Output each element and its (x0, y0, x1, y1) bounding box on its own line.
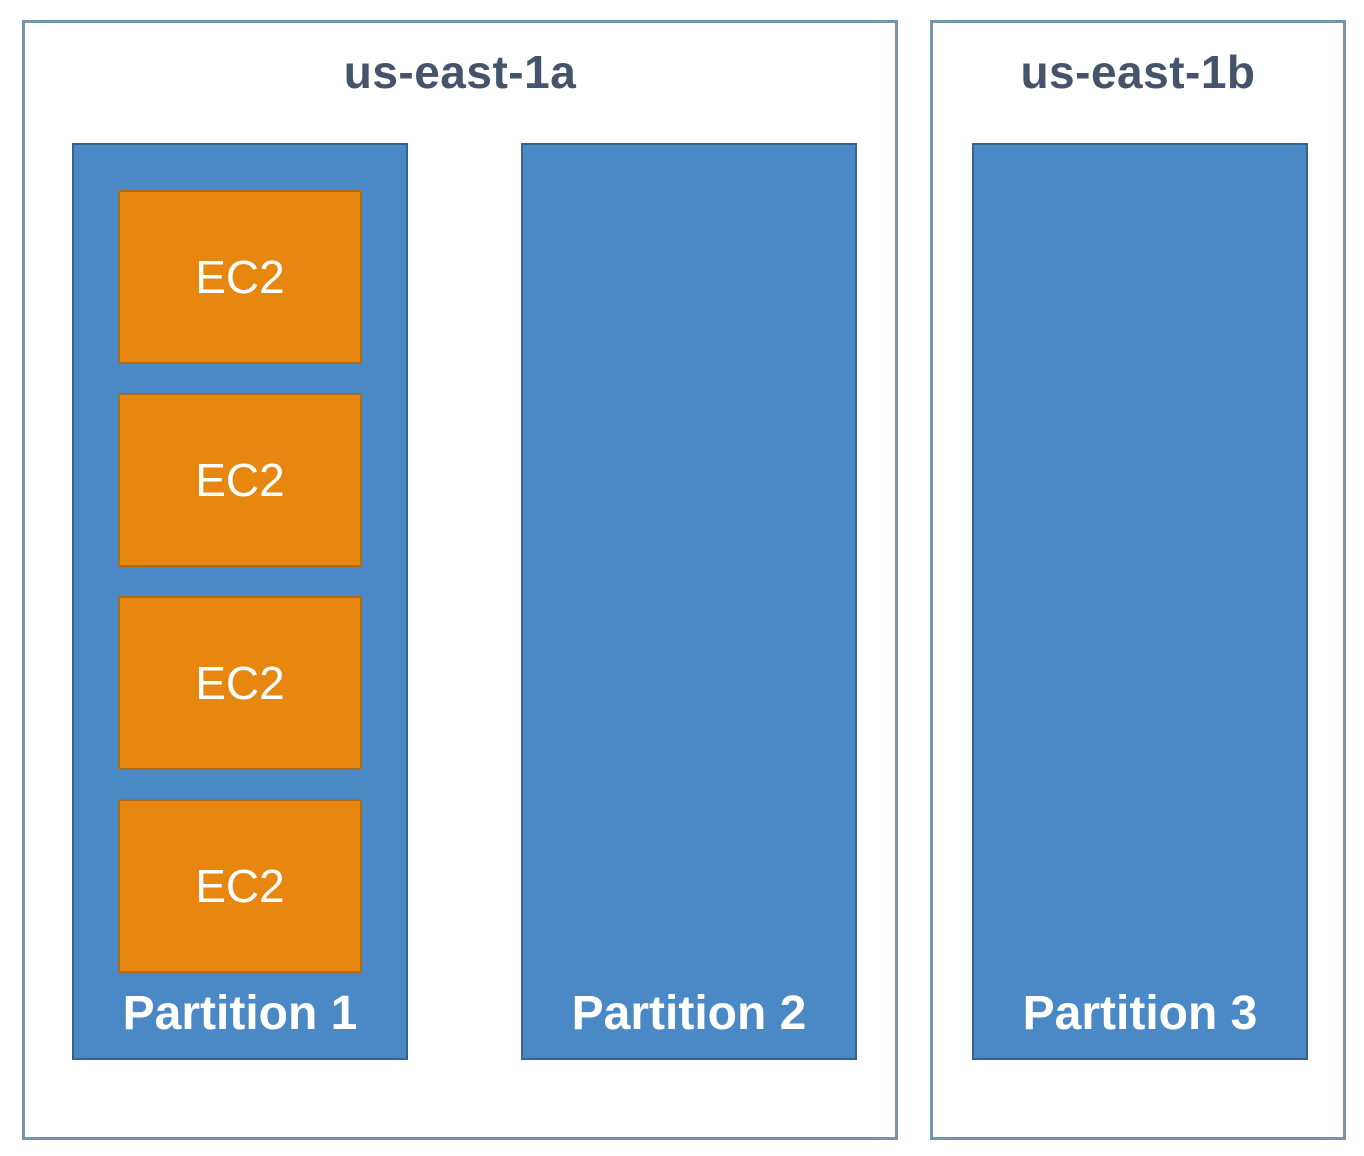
az-box-us-east-1b: us-east-1b Partition 3 (930, 20, 1346, 1140)
ec2-instance: EC2 (118, 393, 362, 567)
ec2-label: EC2 (195, 251, 285, 303)
ec2-instance: EC2 (118, 799, 362, 973)
az-title-us-east-1b: us-east-1b (1020, 46, 1256, 98)
ec2-instance: EC2 (118, 190, 362, 364)
ec2-instance: EC2 (118, 596, 362, 770)
az-box-us-east-1a: us-east-1a EC2 EC2 EC2 EC2 Partition 1 P… (22, 20, 898, 1140)
partition-box-3: Partition 3 (972, 143, 1308, 1060)
partition-label-3: Partition 3 (1022, 987, 1258, 1040)
ec2-label: EC2 (195, 657, 285, 709)
az-title-us-east-1a: us-east-1a (343, 46, 577, 98)
partition-label-1: Partition 1 (122, 987, 358, 1040)
ec2-label: EC2 (195, 860, 285, 912)
partition-box-1: EC2 EC2 EC2 EC2 Partition 1 (72, 143, 408, 1060)
partition-box-2: Partition 2 (521, 143, 857, 1060)
ec2-label: EC2 (195, 454, 285, 506)
partition-label-2: Partition 2 (571, 987, 807, 1040)
